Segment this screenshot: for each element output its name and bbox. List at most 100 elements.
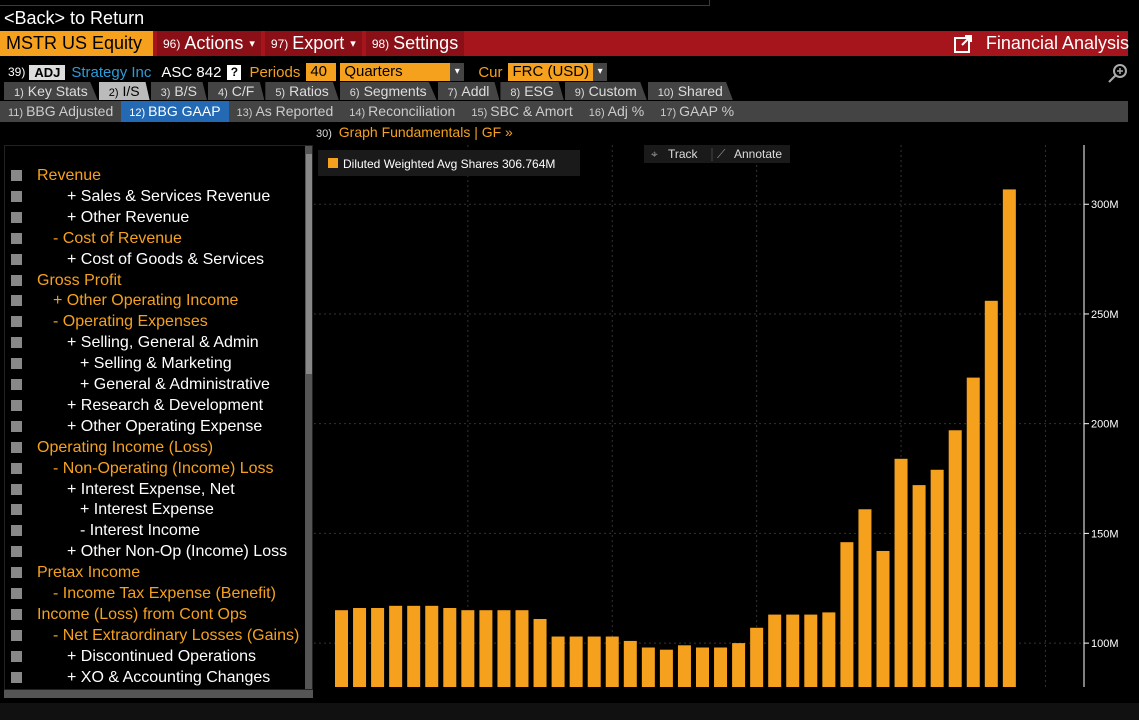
chevron-down-icon[interactable]: ▾ [593,63,608,81]
track-button[interactable]: Track [668,147,699,161]
back-link[interactable]: <Back> to Return [4,8,145,28]
line-item[interactable]: - Net Extraordinary Losses (Gains) [5,625,299,646]
tab-num: 9) [574,87,585,99]
menu-bar: MSTR US Equity 96) Actions ▾ 97) Export … [0,31,1128,56]
graph-fundamentals-bar[interactable]: 30) Graph Fundamentals | GF » [314,122,1128,142]
graph-label: Graph Fundamentals | GF » [338,124,513,140]
line-item[interactable]: - Cost of Revenue [5,228,182,249]
company-name[interactable]: Strategy Inc [71,63,152,81]
adj-badge[interactable]: ADJ [29,64,66,80]
zoom-icon[interactable] [1106,62,1130,84]
checkbox[interactable] [11,629,22,641]
checkbox[interactable] [11,295,22,307]
financial-analysis-link[interactable]: Financial Analysis [953,31,1129,56]
tab-shared[interactable]: 10) Shared [647,82,733,100]
tab-ratios[interactable]: 5) Ratios [265,82,339,100]
tab-segments[interactable]: 6) Segments [339,82,437,100]
checkbox[interactable] [11,608,22,620]
line-item[interactable]: - Operating Expenses [5,311,208,332]
checkbox[interactable] [11,253,22,265]
checkbox[interactable] [11,650,22,662]
subtab-bbg-gaap[interactable]: 12) BBG GAAP [121,101,229,122]
checkbox[interactable] [11,190,22,202]
tab-label: B/S [174,83,197,99]
line-item[interactable]: + Other Operating Income [5,290,238,311]
line-item-label: Operating Income (Loss) [37,438,214,456]
actions-menu[interactable]: 96) Actions ▾ [157,31,261,56]
ticker-field[interactable]: MSTR US Equity [0,31,153,56]
line-item[interactable]: + Interest Expense [5,499,214,520]
line-item[interactable]: + Cost of Goods & Services [5,249,264,270]
subtab-gaap-[interactable]: 17) GAAP % [652,101,742,122]
line-item[interactable]: + Selling & Marketing [5,353,232,374]
subtab-as-reported[interactable]: 13) As Reported [229,101,342,122]
checkbox[interactable] [11,588,22,599]
line-item[interactable]: + Sales & Services Revenue [5,186,270,207]
tab-i-s[interactable]: 2) I/S [98,82,150,100]
accounting-standard: ASC 842 [161,63,222,81]
checkbox[interactable] [11,337,22,349]
subtab-adj-[interactable]: 16) Adj % [581,101,652,122]
line-item[interactable]: Operating Income (Loss) [5,437,213,458]
subtab-sbc-amort[interactable]: 15) SBC & Amort [463,101,580,122]
tab-key-stats[interactable]: 1) Key Stats [4,82,98,100]
help-icon[interactable]: ? [227,64,242,80]
checkbox[interactable] [11,525,22,537]
checkbox[interactable] [11,316,22,328]
tab-esg[interactable]: 8) ESG [500,82,564,100]
line-item[interactable]: + Discontinued Operations [5,646,256,667]
period-type-select[interactable]: Quarters [340,63,451,81]
line-item[interactable]: + General & Administrative [5,374,270,395]
export-menu[interactable]: 97) Export ▾ [264,31,362,56]
line-item[interactable]: - Income Tax Expense (Benefit) [5,583,276,604]
checkbox[interactable] [11,211,22,223]
graph-num: 30) [316,128,332,140]
line-item[interactable]: Pretax Income [5,562,140,583]
annotate-button[interactable]: Annotate [734,147,782,161]
checkbox[interactable] [11,379,22,390]
bar [497,610,511,687]
checkbox[interactable] [11,420,22,432]
tab-addl[interactable]: 7) Addl [437,82,500,100]
tab-num: 2) [108,87,119,99]
subtab-reconciliation[interactable]: 14) Reconciliation [341,101,463,122]
line-item[interactable]: - Non-Operating (Income) Loss [5,458,274,479]
horizontal-scrollbar[interactable] [4,690,313,698]
bar [696,647,709,687]
checkbox[interactable] [11,441,22,453]
checkbox[interactable] [11,546,22,558]
chevron-down-icon[interactable]: ▾ [450,63,465,81]
line-item[interactable]: + Other Operating Expense [5,416,262,437]
line-item[interactable]: + XO & Accounting Changes [5,667,270,688]
line-item[interactable]: + Other Non-Op (Income) Loss [5,541,287,562]
checkbox[interactable] [11,504,22,516]
bar [443,608,457,687]
tab-custom[interactable]: 9) Custom [564,82,647,100]
checkbox[interactable] [11,170,22,181]
line-item[interactable]: Revenue [5,165,101,186]
checkbox[interactable] [11,483,22,495]
periods-input[interactable]: 40 [306,63,337,81]
line-item[interactable]: + Research & Development [5,395,263,416]
currency-select[interactable]: FRC (USD) [508,63,594,81]
checkbox[interactable] [11,274,22,286]
checkbox[interactable] [11,567,22,579]
tab-c-f[interactable]: 4) C/F [207,82,265,100]
line-item[interactable]: + Other Revenue [5,207,189,228]
line-item[interactable]: Gross Profit [5,270,121,291]
line-item[interactable]: + Selling, General & Admin [5,332,259,353]
checkbox[interactable] [11,399,22,411]
line-item[interactable]: + Interest Expense, Net [5,479,235,500]
vertical-scrollbar[interactable] [305,146,312,689]
checkbox[interactable] [11,462,22,474]
checkbox[interactable] [11,358,22,370]
line-item[interactable]: Income (Loss) from Cont Ops [5,604,247,625]
line-item[interactable]: - Interest Income [5,520,200,541]
tab-b-s[interactable]: 3) B/S [150,82,207,100]
settings-menu[interactable]: 98) Settings [365,31,465,56]
checkbox[interactable] [11,671,22,683]
subtab-bbg-adjusted[interactable]: 11) BBG Adjusted [0,101,121,122]
pencil-icon: ⟋ [717,147,726,161]
tab-num: 5) [275,87,286,99]
checkbox[interactable] [11,232,22,244]
